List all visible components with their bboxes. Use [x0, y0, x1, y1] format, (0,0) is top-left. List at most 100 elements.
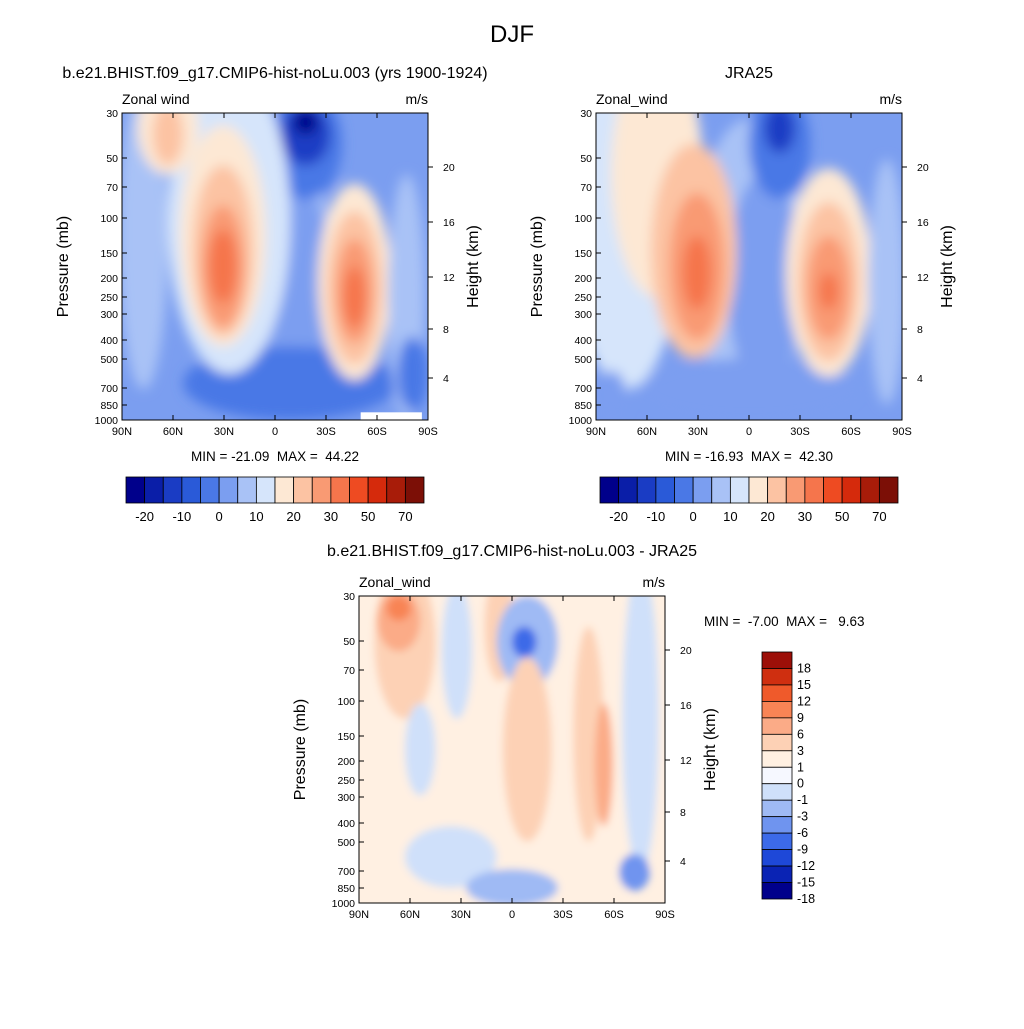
colorbar-swatch: [144, 476, 164, 504]
y-tick-label: 400: [337, 818, 355, 830]
panel-model: b.e21.BHIST.f09_g17.CMIP6-hist-noLu.003 …: [55, 65, 488, 524]
colorbar-swatch: [311, 476, 332, 504]
colorbar-swatch: [761, 766, 793, 785]
y-tick-label: 500: [100, 354, 118, 366]
colorbar-swatch: [761, 701, 793, 719]
colorbar-label: 70: [398, 509, 412, 524]
colorbar-swatch: [823, 476, 843, 504]
x-tick-label: 90N: [349, 909, 369, 921]
y-axis-right-label: Height (km): [702, 708, 719, 791]
contour-field: [122, 113, 428, 420]
colorbar-swatch: [761, 849, 793, 867]
y-tick-label: 300: [574, 309, 592, 321]
y-right-tick-label: 16: [917, 217, 929, 229]
y-tick-label: 400: [100, 335, 118, 347]
missing-data-region: [360, 412, 422, 420]
x-tick-label: 90N: [112, 426, 132, 438]
colorbar-label: 3: [797, 744, 804, 758]
min-max-label: MIN = -7.00 MAX = 9.63: [704, 614, 865, 629]
y-right-tick-label: 12: [917, 272, 929, 284]
colorbar-swatch: [767, 476, 787, 504]
contour-region: [466, 869, 558, 903]
y-tick-label: 150: [337, 731, 355, 743]
x-tick-label: 30S: [316, 426, 336, 438]
y-tick-label: 300: [337, 792, 355, 804]
panel-title: b.e21.BHIST.f09_g17.CMIP6-hist-noLu.003 …: [62, 65, 487, 82]
colorbar-swatch: [293, 476, 313, 504]
colorbar-swatch: [255, 476, 276, 504]
colorbar-swatch: [729, 476, 750, 504]
panel-left-label: Zonal_wind: [359, 574, 431, 590]
figure-title: DJF: [490, 21, 534, 48]
contour-region: [397, 337, 428, 411]
colorbar-label: 20: [286, 509, 300, 524]
x-tick-label: 90S: [418, 426, 438, 438]
contour-region: [293, 113, 318, 135]
y-tick-label: 100: [337, 696, 355, 708]
x-tick-label: 30S: [553, 909, 573, 921]
panel-right-label: m/s: [879, 91, 902, 107]
y-right-tick-label: 20: [680, 645, 692, 657]
y-right-tick-label: 4: [443, 373, 449, 385]
x-tick-label: 60S: [841, 426, 861, 438]
colorbar-swatch: [761, 799, 793, 818]
y-tick-label: 50: [343, 636, 355, 648]
contour-region: [502, 657, 552, 842]
panel-right-label: m/s: [405, 91, 428, 107]
colorbar-swatch: [404, 476, 425, 504]
panel-title: b.e21.BHIST.f09_g17.CMIP6-hist-noLu.003 …: [327, 543, 697, 560]
colorbar-swatch: [181, 476, 201, 504]
colorbar-swatch: [655, 476, 675, 504]
x-tick-label: 0: [509, 909, 515, 921]
y-right-tick-label: 4: [917, 373, 923, 385]
colorbar-swatch: [636, 476, 657, 504]
y-tick-label: 30: [343, 591, 355, 603]
colorbar-swatch: [330, 476, 350, 504]
x-tick-label: 0: [746, 426, 752, 438]
contour-region: [764, 113, 795, 153]
y-axis-label: Pressure (mb): [292, 699, 309, 800]
y-tick-label: 700: [574, 383, 592, 395]
y-tick-label: 250: [337, 775, 355, 787]
colorbar-label: -9: [797, 843, 808, 857]
colorbar-swatch: [761, 717, 793, 735]
y-tick-label: 200: [100, 273, 118, 285]
panel-left-label: Zonal_wind: [596, 91, 668, 107]
y-tick-label: 70: [580, 182, 592, 194]
y-right-tick-label: 12: [443, 272, 455, 284]
x-tick-label: 30N: [214, 426, 234, 438]
contour-region: [594, 703, 613, 827]
contour-region: [152, 113, 184, 166]
colorbar-swatch: [692, 476, 713, 504]
colorbar-label: 12: [797, 694, 811, 708]
colorbar-label: -18: [797, 892, 815, 906]
colorbar-swatch: [711, 476, 731, 504]
y-tick-label: 50: [580, 153, 592, 165]
contour-field: [359, 596, 665, 903]
y-axis-label: Pressure (mb): [55, 216, 72, 317]
y-tick-label: 30: [580, 108, 592, 120]
y-right-tick-label: 8: [917, 324, 923, 336]
colorbar-swatch: [761, 750, 793, 768]
x-tick-label: 30S: [790, 426, 810, 438]
y-right-tick-label: 20: [917, 162, 929, 174]
colorbar-label: -1: [797, 793, 808, 807]
colorbar-label: 20: [760, 509, 774, 524]
colorbar-label: -6: [797, 826, 808, 840]
colorbar-label: -10: [172, 509, 191, 524]
contour-region: [209, 229, 237, 304]
colorbar-label: 50: [361, 509, 375, 524]
x-tick-label: 90S: [892, 426, 912, 438]
colorbar-swatch: [162, 476, 183, 504]
x-tick-label: 60S: [367, 426, 387, 438]
contour-region: [868, 159, 902, 405]
colorbar-label: 50: [835, 509, 849, 524]
y-tick-label: 200: [574, 273, 592, 285]
min-max-label: MIN = -16.93 MAX = 42.30: [665, 449, 833, 464]
y-tick-label: 700: [100, 383, 118, 395]
panel-title: JRA25: [725, 65, 773, 82]
contour-region: [622, 596, 659, 873]
colorbar-swatch: [599, 476, 620, 504]
colorbar-swatch: [761, 668, 793, 686]
